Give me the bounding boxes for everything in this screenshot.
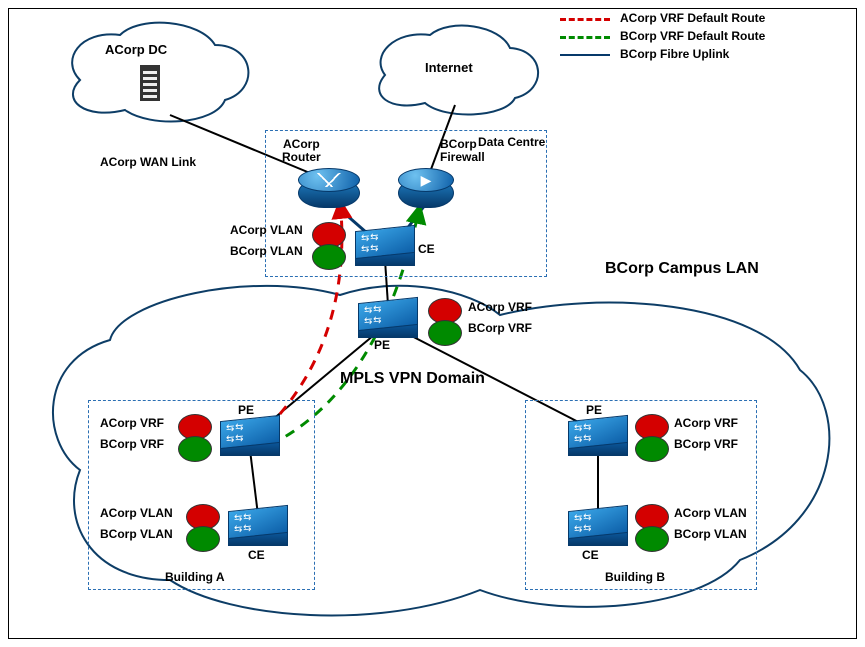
pe-top-label: PE [374, 338, 390, 352]
diagram-frame: ACorp VRF Default Route BCorp VRF Defaul… [0, 0, 865, 647]
pe-a-acorp-vrf-label: ACorp VRF [100, 416, 164, 430]
ce-a-label: CE [248, 548, 265, 562]
acorp-router-icon [298, 168, 358, 212]
bcorp-firewall-label: BCorpFirewall [440, 138, 485, 164]
pe-b-acorp-vrf-label: ACorp VRF [674, 416, 738, 430]
ce-dc-bcorp-vlan-label: BCorp VLAN [230, 244, 303, 258]
legend-label-3: BCorp Fibre Uplink [620, 47, 729, 61]
pe-top-acorp-vrf-label: ACorp VRF [468, 300, 532, 314]
campus-lan-label: BCorp Campus LAN [605, 260, 759, 278]
ce-a-bcorp-vlan-label: BCorp VLAN [100, 527, 173, 541]
dc-building-icon [140, 65, 160, 101]
legend-label-2: BCorp VRF Default Route [620, 29, 765, 43]
acorp-dc-label: ACorp DC [105, 42, 167, 57]
pe-b-bcorp-vrf-dot [635, 436, 669, 462]
mpls-label: MPLS VPN Domain [340, 370, 485, 388]
pe-b-label: PE [586, 403, 602, 417]
acorp-router-label: ACorpRouter [282, 138, 321, 164]
internet-label: Internet [425, 60, 473, 75]
building-b-label: Building B [605, 570, 665, 584]
pe-b-switch-icon: ⇆ ⇆⇆ ⇆ [568, 418, 626, 454]
legend-label-1: ACorp VRF Default Route [620, 11, 765, 25]
pe-top-switch-icon: ⇆ ⇆⇆ ⇆ [358, 300, 416, 336]
pe-top-bcorp-vrf-dot [428, 320, 462, 346]
pe-a-bcorp-vrf-dot [178, 436, 212, 462]
ce-a-switch-icon: ⇆ ⇆⇆ ⇆ [228, 508, 286, 544]
ce-b-label: CE [582, 548, 599, 562]
ce-dc-bcorp-vlan-dot [312, 244, 346, 270]
ce-dc-switch-icon: ⇆ ⇆⇆ ⇆ [355, 228, 413, 264]
pe-a-bcorp-vrf-label: BCorp VRF [100, 437, 164, 451]
ce-b-acorp-vlan-label: ACorp VLAN [674, 506, 747, 520]
ce-b-switch-icon: ⇆ ⇆⇆ ⇆ [568, 508, 626, 544]
data-centre-label: Data Centre [478, 135, 545, 149]
building-a-label: Building A [165, 570, 225, 584]
ce-b-bcorp-vlan-label: BCorp VLAN [674, 527, 747, 541]
pe-a-switch-icon: ⇆ ⇆⇆ ⇆ [220, 418, 278, 454]
pe-b-bcorp-vrf-label: BCorp VRF [674, 437, 738, 451]
acorp-wan-label: ACorp WAN Link [100, 155, 196, 169]
pe-top-bcorp-vrf-label: BCorp VRF [468, 321, 532, 335]
ce-dc-acorp-vlan-label: ACorp VLAN [230, 223, 303, 237]
ce-dc-label: CE [418, 242, 435, 256]
pe-a-label: PE [238, 403, 254, 417]
ce-a-bcorp-vlan-dot [186, 526, 220, 552]
ce-a-acorp-vlan-label: ACorp VLAN [100, 506, 173, 520]
ce-b-bcorp-vlan-dot [635, 526, 669, 552]
bcorp-firewall-icon: ▶ [398, 168, 452, 212]
